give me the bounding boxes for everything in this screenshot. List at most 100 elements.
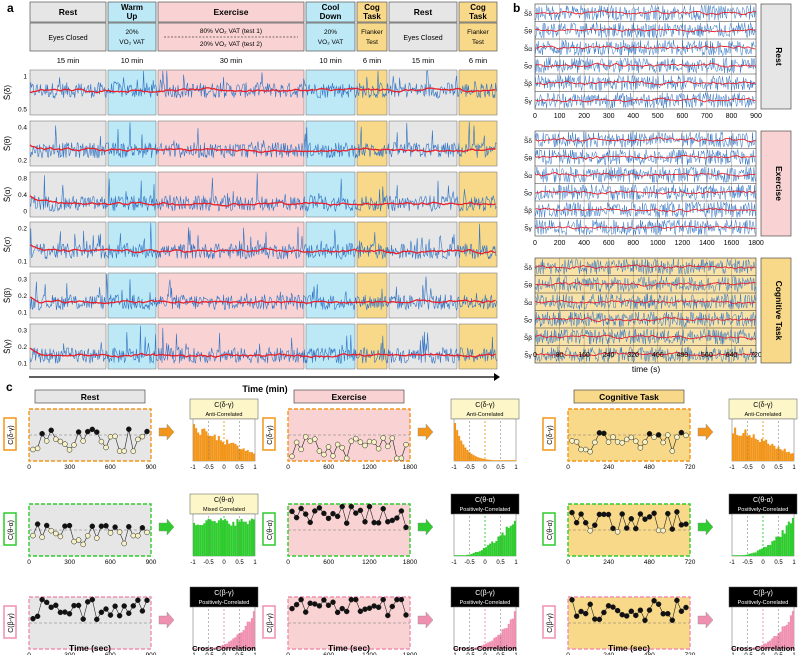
panel-c-time-tick: 300 bbox=[64, 559, 75, 566]
phase-name: Warm bbox=[121, 3, 143, 12]
histogram-bar bbox=[217, 520, 220, 556]
flow-arrow bbox=[697, 518, 714, 536]
row-tick-label: 0.4 bbox=[18, 192, 27, 199]
smoothed-normalized-trace bbox=[535, 10, 756, 16]
row-tick-label: 0.1 bbox=[18, 259, 27, 266]
correlation-point bbox=[371, 439, 377, 445]
raw-normalized-trace bbox=[535, 184, 756, 201]
phase-background bbox=[107, 120, 157, 167]
panel-b-tick-label: 160 bbox=[578, 352, 590, 359]
histogram-bar bbox=[783, 533, 786, 556]
panel-c-row-label-box bbox=[262, 417, 276, 451]
panel-b-side-label: Rest bbox=[774, 47, 784, 66]
panel-c-row-label: C(δ-γ) bbox=[267, 425, 274, 444]
correlation-point bbox=[605, 439, 612, 445]
histogram-bar bbox=[503, 460, 506, 461]
histogram-tick: 1 bbox=[792, 465, 796, 471]
histogram-bar bbox=[193, 648, 196, 649]
raw-normalized-trace bbox=[535, 39, 756, 56]
correlation-point bbox=[334, 513, 341, 520]
correlation-point bbox=[302, 434, 309, 440]
smoothed-normalized-trace bbox=[535, 97, 756, 103]
histogram-bar bbox=[230, 640, 233, 649]
phase-background bbox=[458, 323, 498, 370]
panel-c-time-tick: 0 bbox=[27, 464, 31, 471]
histogram-bar bbox=[497, 460, 500, 461]
correlation-point bbox=[628, 434, 635, 441]
correlation-point bbox=[30, 532, 36, 539]
histogram-bar bbox=[781, 450, 784, 461]
panel-b-tick-label: 320 bbox=[627, 352, 639, 359]
correlation-point bbox=[34, 445, 41, 452]
correlation-point bbox=[130, 448, 137, 454]
histogram-bar bbox=[787, 521, 790, 556]
correlation-point bbox=[403, 441, 409, 448]
raw-normalized-trace bbox=[535, 22, 756, 39]
histogram-bar bbox=[767, 641, 770, 649]
phase-background bbox=[305, 272, 356, 319]
panel-b-tick-label: 400 bbox=[627, 113, 639, 120]
phase-name: Rest bbox=[414, 7, 433, 17]
histogram-bar bbox=[232, 638, 235, 649]
histogram-bar bbox=[771, 443, 774, 461]
panel-b-tick-label: 80 bbox=[556, 352, 564, 359]
flow-arrow bbox=[158, 518, 175, 536]
smoothed-signal-trace bbox=[29, 87, 496, 94]
histogram-bar bbox=[787, 451, 790, 461]
histogram-bar bbox=[244, 521, 247, 556]
phase-duration: 15 min bbox=[412, 56, 435, 65]
correlation-point bbox=[674, 509, 680, 515]
panel-b-tick-label: 100 bbox=[554, 113, 566, 120]
correlation-point bbox=[312, 508, 318, 514]
phase-background bbox=[29, 272, 107, 319]
correlation-point bbox=[578, 511, 584, 517]
histogram-bar bbox=[234, 525, 237, 556]
histogram-bar bbox=[250, 452, 253, 461]
histogram-bar bbox=[507, 527, 510, 556]
histogram-bar bbox=[740, 648, 743, 649]
histogram-bar bbox=[466, 648, 469, 649]
histogram-bar bbox=[466, 450, 469, 461]
histogram-bar bbox=[746, 648, 749, 649]
histogram-bar bbox=[767, 443, 770, 461]
histogram-bar bbox=[242, 630, 245, 649]
correlation-point bbox=[334, 609, 341, 616]
histogram-bar bbox=[758, 442, 761, 461]
histogram-bar bbox=[732, 648, 735, 649]
correlation-point bbox=[57, 609, 64, 616]
histogram-bar bbox=[217, 646, 220, 649]
histogram-bar bbox=[472, 455, 475, 461]
correlation-point bbox=[325, 515, 332, 522]
panel-c-time-tick: 0 bbox=[286, 464, 290, 471]
correlation-point bbox=[380, 435, 386, 441]
phase-sub-box bbox=[458, 22, 498, 52]
phase-name: Task bbox=[469, 12, 487, 21]
correlation-point bbox=[53, 602, 59, 609]
phase-sub: Test bbox=[472, 39, 484, 46]
correlation-point bbox=[348, 503, 355, 510]
histogram-bar bbox=[775, 536, 778, 556]
correlation-point bbox=[389, 603, 396, 610]
histogram-bar bbox=[215, 647, 218, 649]
histogram-bar bbox=[787, 622, 790, 649]
panel-b-side-box bbox=[760, 257, 792, 364]
histogram-bar bbox=[195, 648, 198, 649]
correlation-point bbox=[139, 525, 146, 531]
correlation-point bbox=[316, 448, 323, 454]
histogram-bar bbox=[250, 618, 253, 649]
histogram-bar bbox=[495, 460, 498, 461]
correlation-point bbox=[348, 438, 355, 444]
correlation-point bbox=[394, 515, 400, 521]
phase-background bbox=[305, 171, 356, 218]
histogram-bar bbox=[230, 525, 233, 556]
histogram-bar bbox=[468, 554, 471, 556]
panel-c-row-label: C(δ-γ) bbox=[8, 425, 15, 444]
histogram-bar bbox=[752, 647, 755, 649]
correlation-point bbox=[302, 609, 309, 615]
correlation-point bbox=[66, 522, 73, 529]
histogram-bar bbox=[482, 644, 485, 649]
flow-arrow bbox=[697, 423, 714, 441]
smoothed-signal-trace bbox=[29, 195, 496, 207]
panel-c-row-label: C(δ-γ) bbox=[547, 425, 554, 444]
panel-c-time-tick: 0 bbox=[27, 559, 31, 566]
